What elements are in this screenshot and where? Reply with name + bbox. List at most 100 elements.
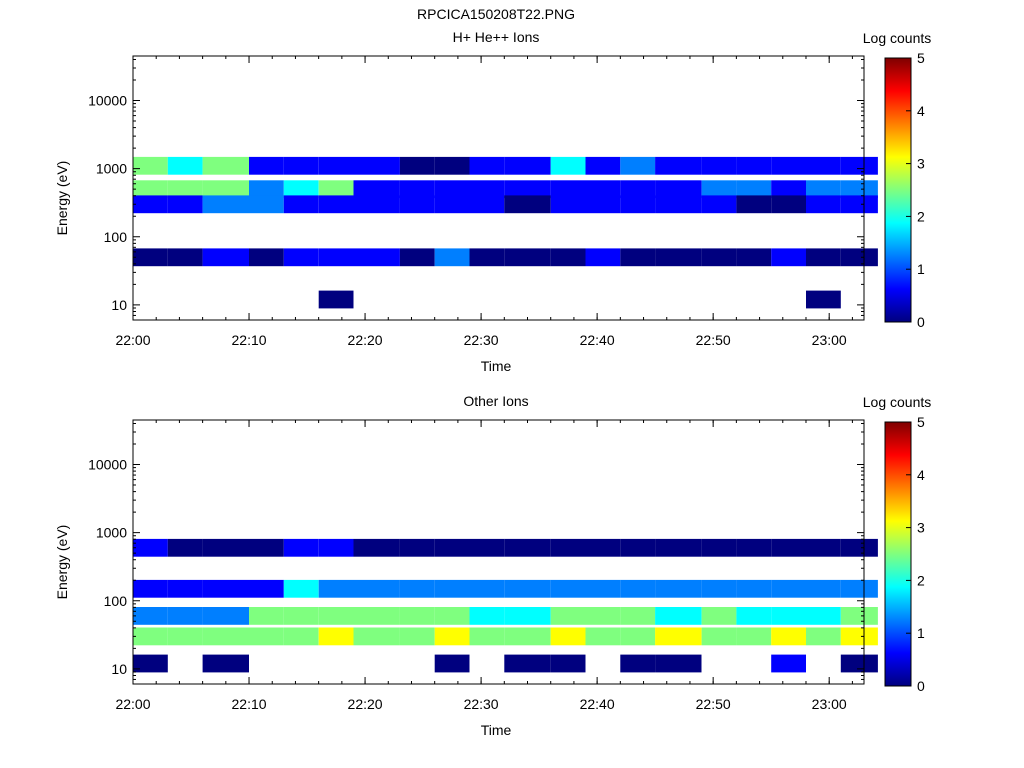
heatmap-cell xyxy=(840,607,878,625)
heatmap-cell xyxy=(736,195,772,214)
x-tick-label: 22:20 xyxy=(348,696,383,712)
heatmap-cell xyxy=(736,579,772,598)
heatmap-cell xyxy=(620,248,656,267)
y-tick-label: 1000 xyxy=(96,161,127,177)
heatmap-cell xyxy=(249,538,284,557)
heatmap-cell xyxy=(202,579,249,598)
x-tick-label: 22:20 xyxy=(348,332,383,348)
colorbar-tick-label: 0 xyxy=(917,314,925,330)
colorbar-tick-label: 2 xyxy=(917,572,925,588)
heatmap-cell xyxy=(701,607,737,625)
heatmap-cell xyxy=(655,156,702,175)
heatmap-cell xyxy=(840,195,878,214)
heatmap-cell xyxy=(585,607,621,625)
heatmap-cell xyxy=(167,156,203,175)
panel-other-ions: Other Ions 22:00 22:10 22:20 22:30 22:40 22:5… xyxy=(54,393,931,738)
x-tick-label: 22:00 xyxy=(115,332,150,348)
heatmap-cell xyxy=(771,180,806,199)
heatmap-cell xyxy=(202,195,249,214)
y-tick-label: 100 xyxy=(104,229,128,245)
heatmap-cell xyxy=(504,607,551,625)
heatmap-cell xyxy=(840,538,878,557)
heatmap-cell xyxy=(434,195,470,214)
heatmap-cell xyxy=(771,538,806,557)
x-tick-label: 22:40 xyxy=(580,332,615,348)
colorbar-other-ions: 0 1 2 3 4 5 xyxy=(884,414,925,694)
heatmap-cell xyxy=(399,607,435,625)
heatmap-cell xyxy=(469,156,505,175)
heatmap-cell xyxy=(736,248,772,267)
heatmap-cell xyxy=(133,180,168,199)
heatmap-cell xyxy=(585,248,621,267)
heatmap-cell xyxy=(585,538,621,557)
heatmap-cell xyxy=(434,156,470,175)
heatmap-cell xyxy=(399,180,435,199)
heatmap-cell xyxy=(249,156,284,175)
heatmap-cell xyxy=(133,627,168,646)
heatmap-cell xyxy=(353,195,400,214)
x-tick-label: 22:50 xyxy=(696,332,731,348)
heatmap-cell xyxy=(249,579,284,598)
heatmap-cell xyxy=(133,538,168,557)
heatmap-cell xyxy=(504,195,551,214)
heatmap-cell xyxy=(283,607,319,625)
heatmap-cell xyxy=(840,180,878,199)
heatmap-cell xyxy=(620,627,656,646)
heatmap-cell xyxy=(133,654,168,673)
heatmap-cell xyxy=(701,156,737,175)
heatmap-cell xyxy=(353,538,400,557)
colorbar-gradient xyxy=(884,57,912,323)
heatmap-other-ions xyxy=(133,538,878,673)
colorbar-tick-label: 2 xyxy=(917,208,925,224)
heatmap-cell xyxy=(550,538,586,557)
heatmap-cell xyxy=(806,156,841,175)
heatmap-cell xyxy=(202,180,249,199)
heatmap-cell xyxy=(353,579,400,598)
plot-frame-h-he-ions xyxy=(132,55,865,321)
x-tick-label: 22:10 xyxy=(232,696,267,712)
heatmap-cell xyxy=(353,180,400,199)
heatmap-cell xyxy=(771,579,806,598)
heatmap-cell xyxy=(167,248,203,267)
heatmap-cell xyxy=(620,156,656,175)
heatmap-cell xyxy=(806,248,841,267)
heatmap-cell xyxy=(806,538,841,557)
heatmap-cell xyxy=(620,654,656,673)
heatmap-cell xyxy=(771,627,806,646)
heatmap-cell xyxy=(655,607,702,625)
heatmap-cell xyxy=(736,538,772,557)
x-tick-label: 23:00 xyxy=(812,696,847,712)
colorbar-tick-label: 4 xyxy=(917,103,925,119)
heatmap-cell xyxy=(504,538,551,557)
y-tick-label: 100 xyxy=(104,593,128,609)
heatmap-cell xyxy=(840,627,878,646)
colorbar-tick-label: 3 xyxy=(917,156,925,172)
colorbar-label-other-ions: Log counts xyxy=(863,394,932,410)
heatmap-cell xyxy=(167,627,203,646)
heatmap-cell xyxy=(550,579,586,598)
y-tick-label: 10 xyxy=(111,661,127,677)
heatmap-cell xyxy=(283,156,319,175)
heatmap-cell xyxy=(133,195,168,214)
heatmap-cell xyxy=(655,654,702,673)
x-tick-label: 23:00 xyxy=(812,332,847,348)
heatmap-cell xyxy=(434,654,470,673)
heatmap-cell xyxy=(318,180,354,199)
heatmap-cell xyxy=(167,180,203,199)
heatmap-cell xyxy=(283,248,319,267)
heatmap-cell xyxy=(167,607,203,625)
heatmap-cell xyxy=(655,538,702,557)
heatmap-cell xyxy=(771,195,806,214)
heatmap-cell xyxy=(840,579,878,598)
heatmap-cell xyxy=(840,156,878,175)
heatmap-cell xyxy=(469,607,505,625)
heatmap-h-he-ions xyxy=(133,156,878,309)
heatmap-cell xyxy=(469,180,505,199)
colorbar-tick-label: 5 xyxy=(917,414,925,430)
heatmap-cell xyxy=(399,195,435,214)
colorbar-label-h-he-ions: Log counts xyxy=(863,30,932,46)
heatmap-cell xyxy=(550,607,586,625)
heatmap-cell xyxy=(469,627,505,646)
heatmap-cell xyxy=(655,180,702,199)
